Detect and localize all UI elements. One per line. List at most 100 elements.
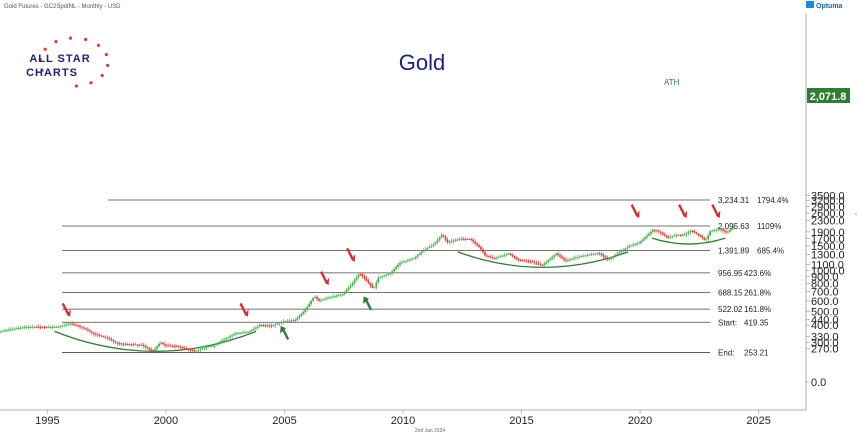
candle-body xyxy=(442,235,445,237)
candle-body xyxy=(537,263,540,265)
candle-body xyxy=(671,236,674,237)
candle-body xyxy=(203,347,206,349)
candle-body xyxy=(79,326,81,327)
candle-body xyxy=(286,320,289,322)
candle-body xyxy=(108,338,111,340)
candle-body xyxy=(462,238,465,240)
candle-body xyxy=(102,336,105,338)
candle-body xyxy=(711,230,714,232)
candle-body xyxy=(290,320,293,322)
candle-body xyxy=(525,260,528,262)
candle-body xyxy=(395,266,397,270)
candle-body xyxy=(567,260,569,261)
candle-body xyxy=(638,242,640,244)
price-tag: 2,071.8 xyxy=(807,88,850,103)
candle-body xyxy=(367,280,370,284)
candle-body xyxy=(258,325,261,327)
optuma-brand: Optuma xyxy=(816,3,843,10)
candle-body xyxy=(262,325,265,327)
candle-body xyxy=(140,344,143,346)
candle-body xyxy=(578,256,581,258)
scroll-handle-icon[interactable]: ‹ xyxy=(855,212,857,218)
candle-body xyxy=(482,249,484,253)
candle-body xyxy=(521,260,524,261)
candle-body xyxy=(499,256,502,258)
candle-body xyxy=(650,231,652,234)
candle-body xyxy=(452,240,455,242)
candle-body xyxy=(284,321,287,323)
candle-body xyxy=(438,237,441,240)
x-tick-label: 2025 xyxy=(746,415,770,427)
logo-star-icon xyxy=(40,68,44,72)
candle-body xyxy=(343,292,346,295)
candle-body xyxy=(353,280,356,284)
candle-body xyxy=(339,294,342,296)
level-label: 956.95 xyxy=(718,269,743,278)
candle-body xyxy=(29,327,32,328)
candle-body xyxy=(565,259,567,261)
candle-body xyxy=(428,246,431,248)
red-arrowhead-icon xyxy=(325,277,330,286)
candle-body xyxy=(663,234,666,236)
candle-body xyxy=(51,327,54,328)
candle-body xyxy=(673,235,676,237)
candle-body xyxy=(310,300,313,304)
candle-body xyxy=(409,259,411,261)
candle-body xyxy=(158,343,160,347)
candle-body xyxy=(539,264,542,266)
candle-body xyxy=(359,274,362,276)
y-axis: 3500.03200.02900.02600.02300.01900.01700… xyxy=(806,190,845,389)
candle-body xyxy=(87,329,89,331)
candle-body xyxy=(274,324,277,326)
candle-body xyxy=(582,255,585,257)
level-percent: 253.21 xyxy=(744,348,769,357)
y-tick-label: 1700.0 xyxy=(811,234,845,246)
candle-body xyxy=(529,261,532,263)
candle-body xyxy=(543,263,546,266)
candle-body xyxy=(505,254,508,256)
candle-body xyxy=(705,239,708,240)
candle-body xyxy=(146,347,149,349)
candle-body xyxy=(592,253,595,255)
candle-body xyxy=(590,254,593,256)
candle-body xyxy=(472,239,475,242)
logo-star-icon xyxy=(38,57,42,62)
candle-body xyxy=(695,232,698,234)
fib-levels: 3,234.311794.4%2,095.631109%1,391.89685.… xyxy=(62,196,789,357)
candle-body xyxy=(464,238,467,240)
candle-body xyxy=(294,320,297,321)
candle-body xyxy=(314,296,316,298)
candle-body xyxy=(432,244,435,246)
candle-body xyxy=(586,254,589,256)
candle-body xyxy=(61,325,64,327)
candle-body xyxy=(221,340,224,342)
candle-body xyxy=(612,256,615,258)
candle-body xyxy=(515,257,518,259)
level-label: 3,234.31 xyxy=(718,196,750,205)
candle-body xyxy=(233,334,235,336)
candle-body xyxy=(63,325,66,327)
candle-body xyxy=(375,282,378,288)
candle-body xyxy=(300,314,303,317)
candle-body xyxy=(320,300,322,301)
candle-body xyxy=(436,239,439,243)
candle-body xyxy=(723,230,725,232)
candle-body xyxy=(248,331,251,333)
candle-body xyxy=(156,346,158,349)
candle-body xyxy=(27,327,30,328)
candle-body xyxy=(636,243,638,245)
y-tick-label: 900.0 xyxy=(811,272,839,284)
candle-body xyxy=(11,329,14,330)
candle-body xyxy=(606,257,609,260)
price-tag-box xyxy=(807,88,850,103)
candle-body xyxy=(67,324,70,325)
candle-body xyxy=(598,253,601,255)
candle-body xyxy=(687,232,690,234)
candle-body xyxy=(393,269,396,272)
candle-body xyxy=(88,330,91,332)
candle-body xyxy=(49,327,52,329)
candle-body xyxy=(616,253,619,255)
logo-star-icon xyxy=(89,81,93,85)
y-tick-label: 1100.0 xyxy=(811,260,844,272)
candle-body xyxy=(345,289,348,293)
